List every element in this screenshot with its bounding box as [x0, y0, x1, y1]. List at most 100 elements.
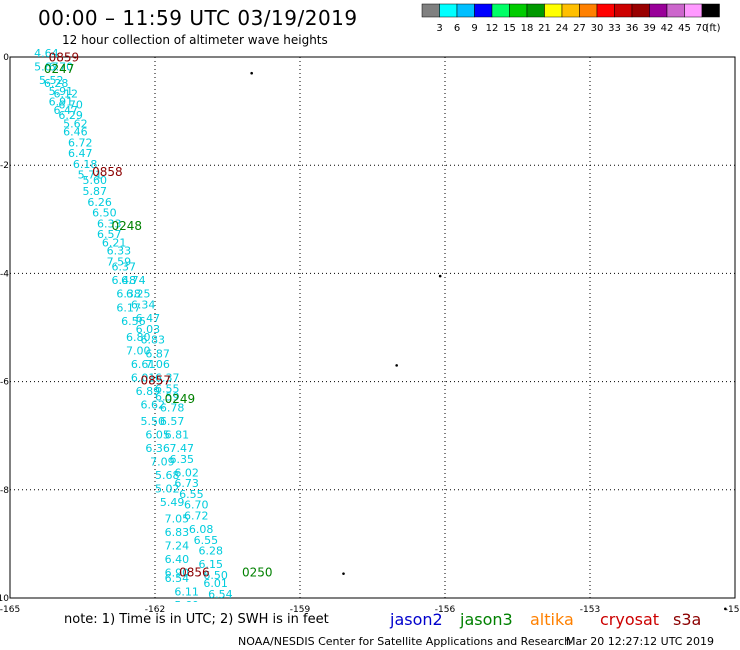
wave-height-label: 6.72: [184, 510, 209, 523]
x-tick-label: -162: [145, 605, 165, 615]
wave-height-label: 6.57: [160, 415, 185, 428]
island-mark: [342, 572, 345, 575]
colorbar-label: 36: [626, 23, 639, 34]
colorbar-label: 15: [503, 23, 516, 34]
wave-height-label: 6.37: [112, 261, 137, 274]
wave-height-label: 7.09: [150, 455, 175, 468]
wave-height-label: 6.80: [126, 331, 151, 344]
wave-height-label: 5.71: [78, 169, 103, 182]
wave-height-label: 6.54: [165, 572, 190, 585]
y-tick-label: -8: [0, 486, 9, 496]
wave-height-label: 6.28: [199, 545, 224, 558]
wave-height-label: 7.05: [165, 512, 190, 525]
wave-height-label: 5.66: [213, 602, 238, 615]
wave-height-label: 6.46: [63, 125, 88, 138]
wave-height-label: 6.57: [97, 228, 122, 241]
wave-height-label: 6.62: [141, 399, 166, 412]
wave-height-label: 6.91: [49, 96, 74, 109]
wave-height-label: 5.52: [39, 74, 64, 87]
pass-time-label: 0250: [242, 565, 273, 579]
wave-height-label: 6.70: [49, 61, 74, 74]
y-tick-label: -2: [0, 161, 9, 171]
wave-height-label: 6.50: [203, 569, 228, 582]
island-mark: [438, 274, 442, 278]
colorbar-label: 45: [678, 23, 691, 34]
wave-height-label: 6.40: [165, 553, 190, 566]
wave-height-label: 6.33: [107, 244, 131, 257]
wave-height-label: 5.60: [174, 599, 199, 612]
x-tick-label: -165: [0, 605, 20, 615]
colorbar-label: 27: [573, 23, 586, 34]
wave-height-label: 6.29: [58, 109, 82, 122]
wave-height-label: 6.12: [54, 88, 79, 101]
colorbar-label: 21: [538, 23, 551, 34]
wave-height-label: 6.59: [155, 391, 180, 404]
wave-height-label: 6.08: [189, 523, 214, 536]
wave-height-label: 6.33: [97, 217, 122, 230]
pass-time-label: 0249: [165, 392, 196, 406]
pass-time-label: 0858: [92, 165, 123, 179]
wave-height-label: 6.15: [199, 558, 224, 571]
wave-height-label: 6.26: [87, 196, 112, 209]
legend-s3a: s3a: [673, 610, 702, 629]
y-tick-label: -6: [0, 378, 9, 388]
y-tick-label: -4: [0, 269, 9, 279]
wave-height-label: 6.83: [141, 334, 166, 347]
wave-height-label: 6.90: [165, 566, 190, 579]
wave-height-label: 6.25: [126, 288, 151, 301]
wave-height-label: 7.06: [145, 358, 170, 371]
wave-height-label: 6.55: [194, 534, 219, 547]
wave-height-label: 6.74: [121, 274, 145, 287]
wave-height-label: 6.47: [136, 312, 161, 325]
color-scale-legend: 3 6 9 12 15 18 21 24 27 30 33 36 39 42 45 70(ft): [421, 3, 721, 34]
wave-height-label: 6.05: [145, 428, 170, 441]
wave-height-label: 6.48: [112, 274, 137, 287]
wave-height-label: 7.47: [170, 442, 195, 455]
colorbar-unit: (ft): [705, 23, 720, 34]
wave-height-label: 6.18: [73, 158, 98, 171]
colorbar-label: 6: [454, 23, 460, 34]
colorbar-label: 42: [661, 23, 674, 34]
colorbar-label: 30: [591, 23, 604, 34]
wave-height-label: 7.00: [126, 345, 151, 358]
x-tick-label: -159: [290, 605, 311, 615]
wave-height-label: 6.11: [174, 585, 199, 598]
footnote: note: 1) Time is in UTC; 2) SWH is in fe…: [64, 612, 329, 627]
island-mark: [250, 71, 253, 75]
colorbar-label: 33: [608, 23, 621, 34]
wave-height-label: 6.83: [165, 526, 190, 539]
legend-jason2: jason2: [390, 610, 443, 629]
island-mark: [724, 607, 727, 611]
generated-timestamp: Mar 20 12:27:12 UTC 2019: [566, 635, 714, 648]
x-tick-label: -150: [725, 605, 740, 615]
wave-height-label: 6.17: [116, 301, 141, 314]
wave-height-label: 6.21: [102, 236, 127, 249]
wave-height-label: 6.35: [170, 453, 195, 466]
wave-height-label: 5.87: [83, 185, 108, 198]
wave-height-label: 6.56: [121, 315, 145, 328]
colorbar-label: 12: [486, 23, 499, 34]
wave-height-label: 6.81: [165, 428, 190, 441]
wave-height-label: 6.37: [155, 372, 180, 385]
data-layer: 4.645.676.705.526.285.916.126.916.706.47…: [34, 47, 273, 615]
wave-height-label: 6.72: [68, 136, 93, 149]
credit-line: NOAA/NESDIS Center for Satellite Applica…: [238, 635, 572, 648]
wave-height-label: 6.54: [208, 588, 233, 601]
legend-jason3: jason3: [460, 610, 513, 629]
chart-title: 00:00 – 11:59 UTC 03/19/2019: [38, 6, 358, 30]
wave-height-label: 5.02: [155, 483, 180, 496]
y-tick-label: -10: [0, 594, 9, 604]
wave-height-label: 6.47: [68, 147, 93, 160]
colorbar-label: 3: [436, 23, 442, 34]
colorbar-label: 18: [521, 23, 534, 34]
wave-height-label: 6.61: [131, 358, 156, 371]
wave-height-label: 6.55: [179, 488, 204, 501]
legend-altika: altika: [530, 610, 574, 629]
pass-time-label: 0248: [112, 219, 143, 233]
wave-height-label: 4.64: [34, 47, 59, 60]
colorbar-label: 39: [643, 23, 656, 34]
wave-height-label: 6.87: [145, 347, 170, 360]
wave-height-label: 6.01: [203, 577, 228, 590]
island-mark: [395, 364, 398, 367]
